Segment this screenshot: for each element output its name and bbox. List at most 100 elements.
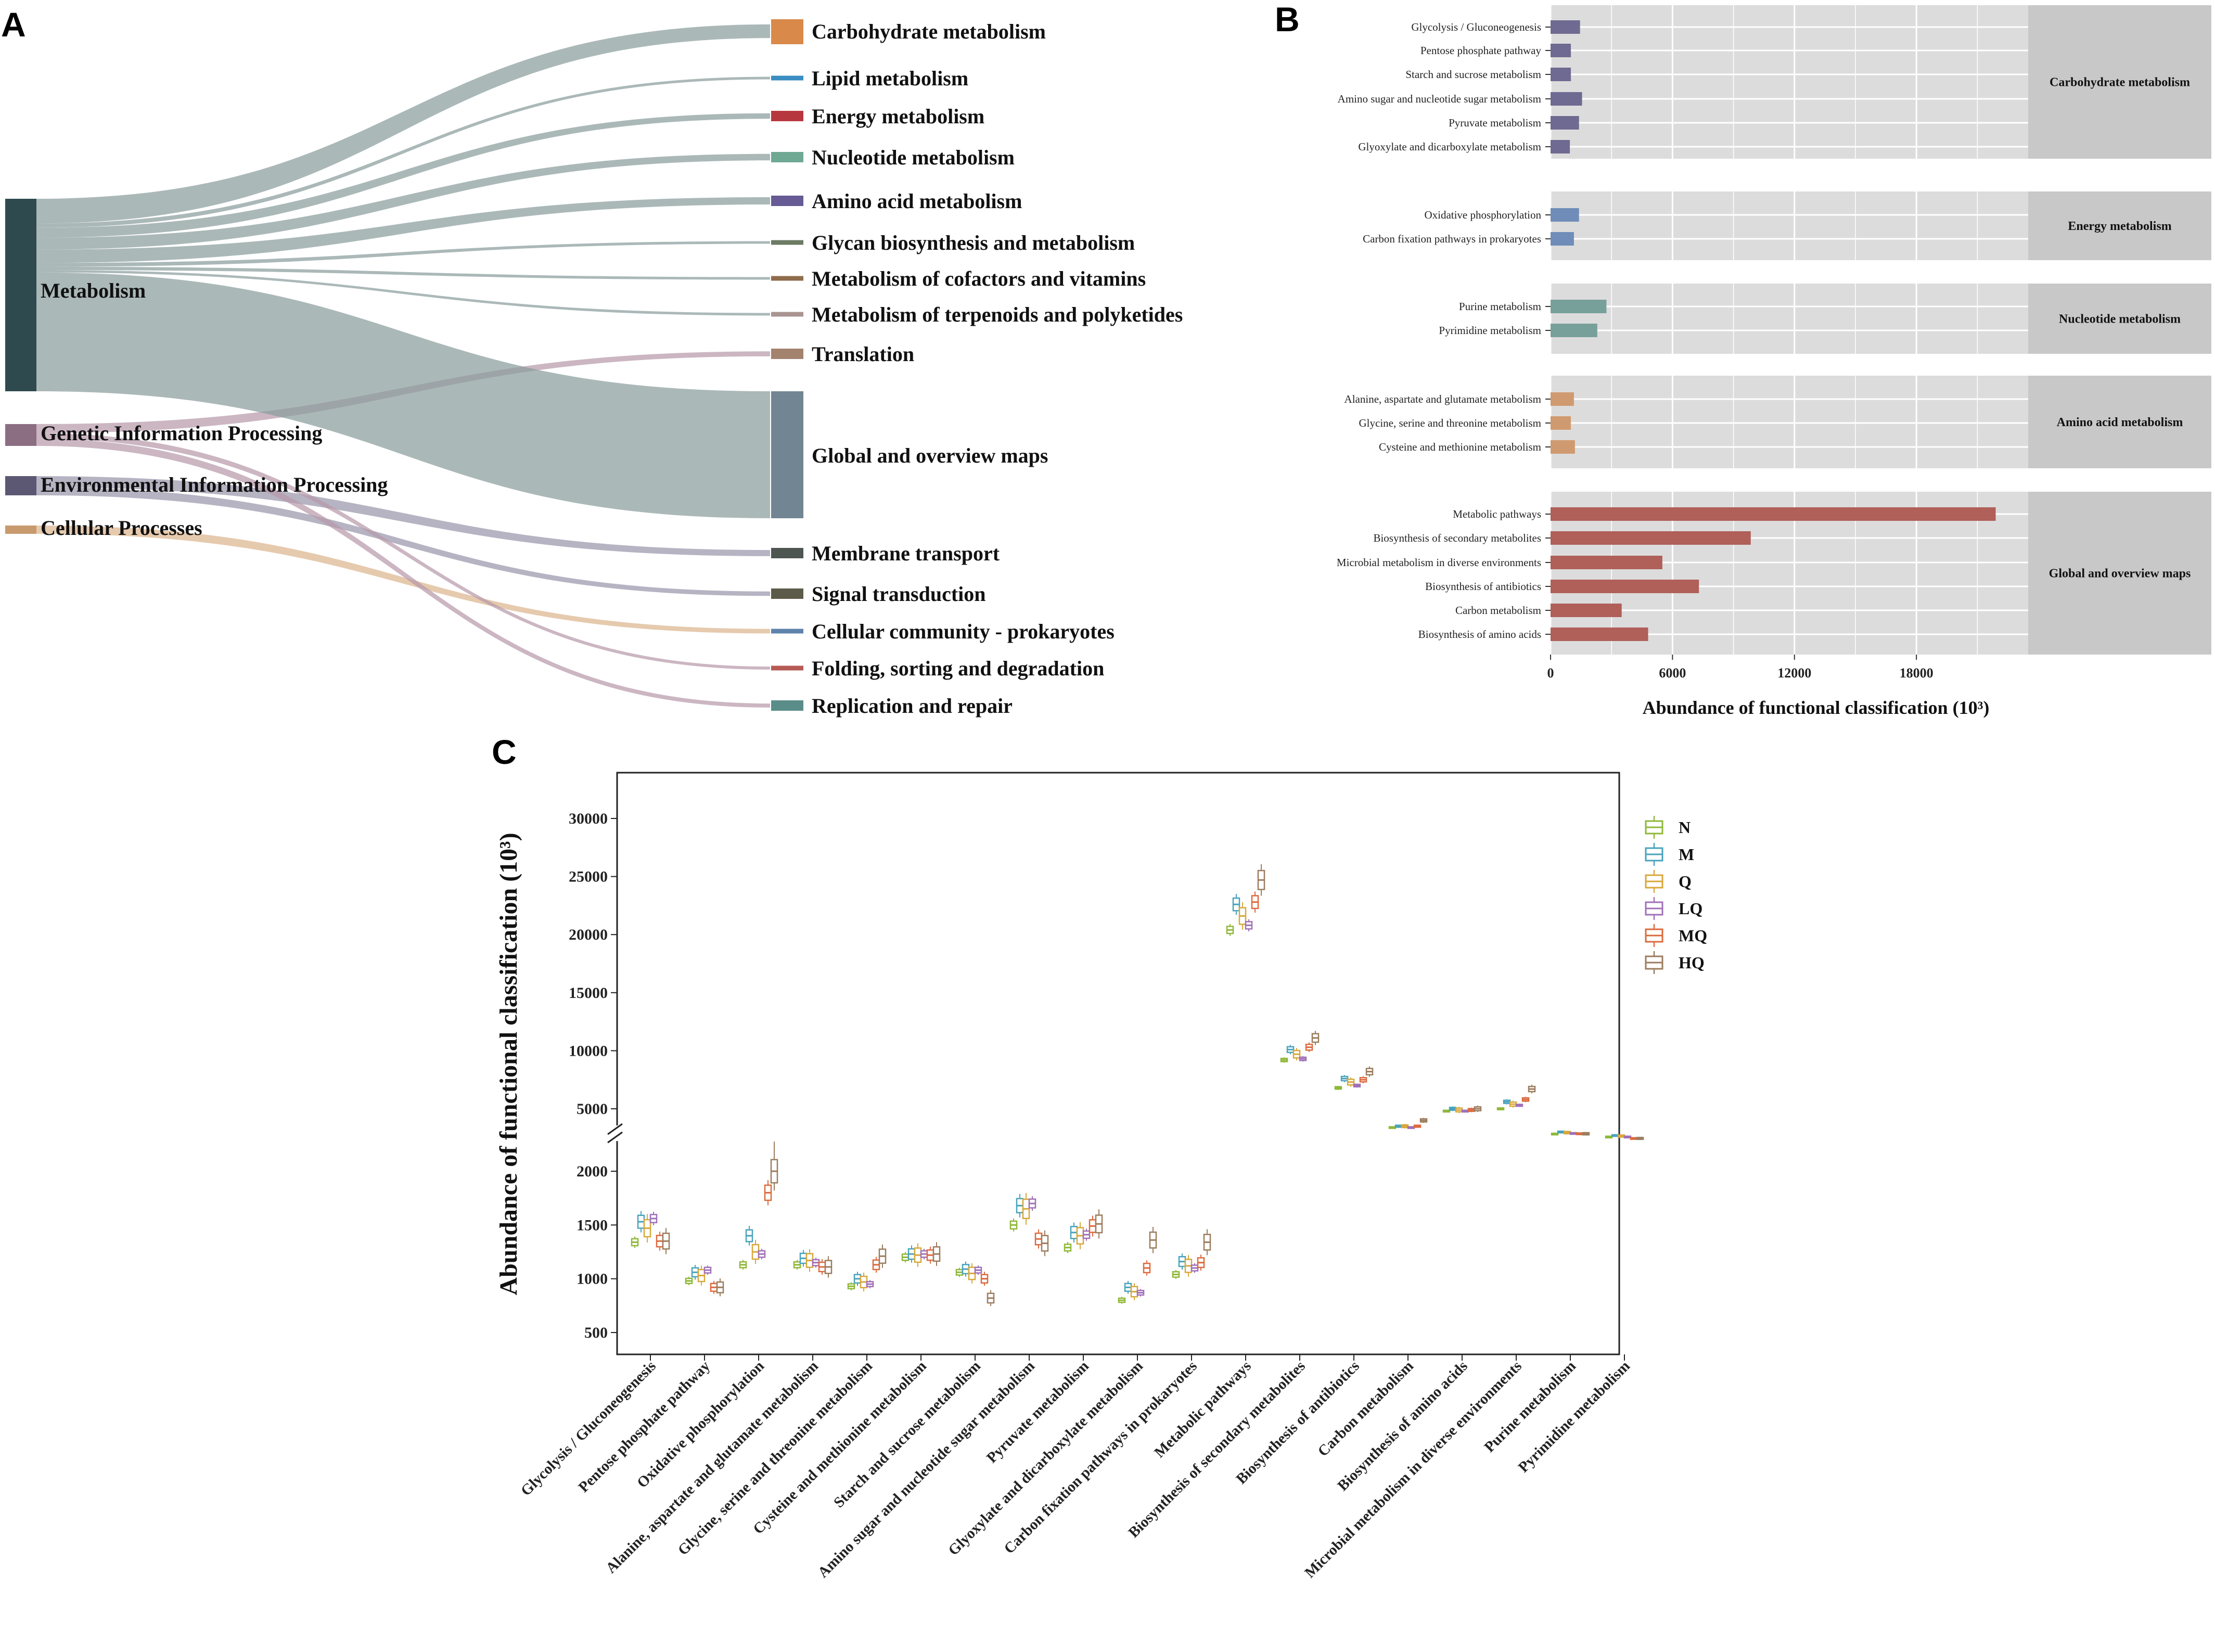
facet-panel-background [1551,284,2028,354]
bar-category-label-carbon-metabolism: Carbon metabolism [1455,604,1541,617]
x-tick-label: 0 [1547,665,1554,681]
sankey-diagram: Metabolism Genetic Information Processing… [5,19,1183,718]
sankey-target-node-replication-and-repair [771,700,803,711]
y-axis-title: Abundance of functional classification (… [495,833,522,1295]
facet-global-and-overview-maps: Global and overview maps Metabolic pathwa… [1337,492,2211,655]
bar-microbial-metabolism-in-diverse-environments [1551,556,1662,569]
box-group-carbon-metabolism [1388,1118,1428,1129]
x-tick-label: 18000 [1900,665,1934,681]
y-tick-label: 1000 [577,1271,608,1288]
legend-label-mq: MQ [1679,926,1707,945]
box-group-biosynthesis-of-amino-acids [1442,1105,1482,1113]
y-tick-label: 2000 [577,1163,608,1180]
sankey-target-node-cellular-community-prokaryotes [771,629,803,634]
sankey-target-label-membrane-transport: Membrane transport [812,542,1000,565]
bar-glycine-serine-and-threonine-metabolism [1551,416,1571,430]
box-group-pyruvate-metabolism [1064,1209,1103,1253]
bar-category-label-metabolic-pathways: Metabolic pathways [1453,508,1541,520]
legend-label-m: M [1679,845,1694,864]
sankey-target-label-amino-acid-metabolism: Amino acid metabolism [812,189,1022,213]
facet-panel-background [1551,376,2028,468]
bar-category-label-microbial-metabolism-in-diverse-environments: Microbial metabolism in diverse environm… [1337,556,1541,569]
box-group-glycolysis-gluconeogenesis [631,1211,670,1254]
y-tick-label: 30000 [569,810,608,827]
sankey-flow-glycan-biosynthesis-and-metabolism [36,241,770,267]
box-group-microbial-metabolism-in-diverse-environments [1496,1084,1536,1110]
box-group-oxidative-phosphorylation [739,1141,778,1270]
sankey-flow-metabolism-of-terpenoids-and-polyketides [36,270,770,316]
bar-category-label-glycolysis-gluconeogenesis: Glycolysis / Gluconeogenesis [1411,21,1541,33]
bar-category-label-alanine-aspartate-and-glutamate-metabolism: Alanine, aspartate and glutamate metabol… [1345,393,1541,405]
box-group-biosynthesis-of-secondary-metabolites [1280,1031,1320,1063]
y-tick-label: 25000 [569,868,608,886]
bar-category-label-glyoxylate-and-dicarboxylate-metabolism: Glyoxylate and dicarboxylate metabolism [1358,140,1541,153]
facet-strip [2028,376,2211,468]
sankey-flow-signal-transduction [36,487,770,596]
box-group-purine-metabolism [1551,1130,1590,1136]
sankey-flow-metabolism-of-cofactors-and-vitamins [36,266,770,280]
bar-chart: Carbohydrate metabolism Glycolysis / Gluc… [1337,5,2211,718]
box-group-metabolic-pathways [1226,864,1265,936]
box-group-cysteine-and-methionine-metabolism [901,1242,941,1267]
x-tick-label-pyrimidine-metabolism: Pyrimidine metabolism [1515,1358,1633,1476]
panel-letter-b: B [1275,0,1300,39]
sankey-target-node-nucleotide-metabolism [771,152,803,162]
sankey-flow-replication-and-repair [36,439,770,708]
sankey-flow-carbohydrate-metabolism [36,24,770,224]
sankey-target-label-replication-and-repair: Replication and repair [812,694,1013,718]
box-group-pyrimidine-metabolism [1605,1134,1644,1140]
facet-amino-acid-metabolism: Amino acid metabolism Alanine, aspartate … [1345,376,2211,468]
x-tick-label: 12000 [1777,665,1811,681]
sankey-target-node-carbohydrate-metabolism [771,19,803,44]
sankey-target-label-nucleotide-metabolism: Nucleotide metabolism [812,146,1015,169]
bar-category-label-purine-metabolism: Purine metabolism [1459,300,1541,313]
sankey-target-label-carbohydrate-metabolism: Carbohydrate metabolism [812,20,1046,43]
bar-category-label-pentose-phosphate-pathway: Pentose phosphate pathway [1420,44,1542,57]
sankey-target-node-lipid-metabolism [771,75,803,81]
sankey-flow-energy-metabolism [36,113,770,238]
bar-category-label-carbon-fixation-pathways-in-prokaryotes: Carbon fixation pathways in prokaryotes [1363,233,1541,245]
facet-strip [2028,284,2211,354]
sankey-target-node-metabolism-of-terpenoids-and-polyketides [771,312,803,317]
x-tick-label-glycine-serine-and-threonine-metabolism: Glycine, serine and threonine metabolism [675,1358,876,1558]
y-tick-label: 10000 [569,1042,608,1059]
facet-strip-label-energy-metabolism: Energy metabolism [2068,220,2171,233]
bar-purine-metabolism [1551,300,1607,313]
bar-category-label-biosynthesis-of-antibiotics: Biosynthesis of antibiotics [1425,580,1541,593]
sankey-source-label-genetic-information-processing: Genetic Information Processing [41,421,322,445]
bar-category-label-biosynthesis-of-amino-acids: Biosynthesis of amino acids [1418,628,1541,641]
y-tick-label: 20000 [569,926,608,943]
bar-biosynthesis-of-amino-acids [1551,627,1648,641]
sankey-target-label-translation: Translation [812,342,914,366]
facet-panel-background [1551,5,2028,159]
x-tick-label: 6000 [1659,665,1686,681]
box-group-biosynthesis-of-antibiotics [1334,1066,1374,1090]
bar-oxidative-phosphorylation [1551,208,1579,222]
x-tick-label-metabolic-pathways: Metabolic pathways [1151,1358,1254,1461]
sankey-target-label-folding-sorting-and-degradation: Folding, sorting and degradation [812,657,1104,680]
axis-break-mark [607,1123,623,1135]
bar-category-label-oxidative-phosphorylation: Oxidative phosphorylation [1424,209,1541,221]
bar-category-label-starch-and-sucrose-metabolism: Starch and sucrose metabolism [1405,68,1541,81]
bar-biosynthesis-of-antibiotics [1551,580,1699,593]
sankey-target-node-membrane-transport [771,548,803,558]
bar-glycolysis-gluconeogenesis [1551,20,1580,34]
sankey-flow-global-and-overview-maps [36,272,770,518]
facet-energy-metabolism: Energy metabolism Oxidative phosphorylati… [1363,191,2211,260]
axis-break-mark [607,1131,623,1144]
facet-strip [2028,191,2211,260]
bar-pentose-phosphate-pathway [1551,44,1571,57]
bar-carbon-fixation-pathways-in-prokaryotes [1551,232,1574,246]
sankey-target-node-signal-transduction [771,588,803,599]
legend-label-lq: LQ [1679,899,1702,918]
legend-label-n: N [1679,818,1691,837]
sankey-target-node-amino-acid-metabolism [771,196,803,206]
sankey-source-label-metabolism: Metabolism [41,279,146,302]
x-tick-label-pyruvate-metabolism: Pyruvate metabolism [983,1358,1092,1466]
bar-alanine-aspartate-and-glutamate-metabolism [1551,392,1574,406]
sankey-flow-cellular-community-prokaryotes [36,526,770,634]
sankey-flow-nucleotide-metabolism [36,153,770,250]
box-group-carbon-fixation-pathways-in-prokaryotes [1172,1229,1211,1279]
panel-letter-a: A [1,5,26,44]
sankey-source-node-genetic-information-processing [5,424,36,446]
